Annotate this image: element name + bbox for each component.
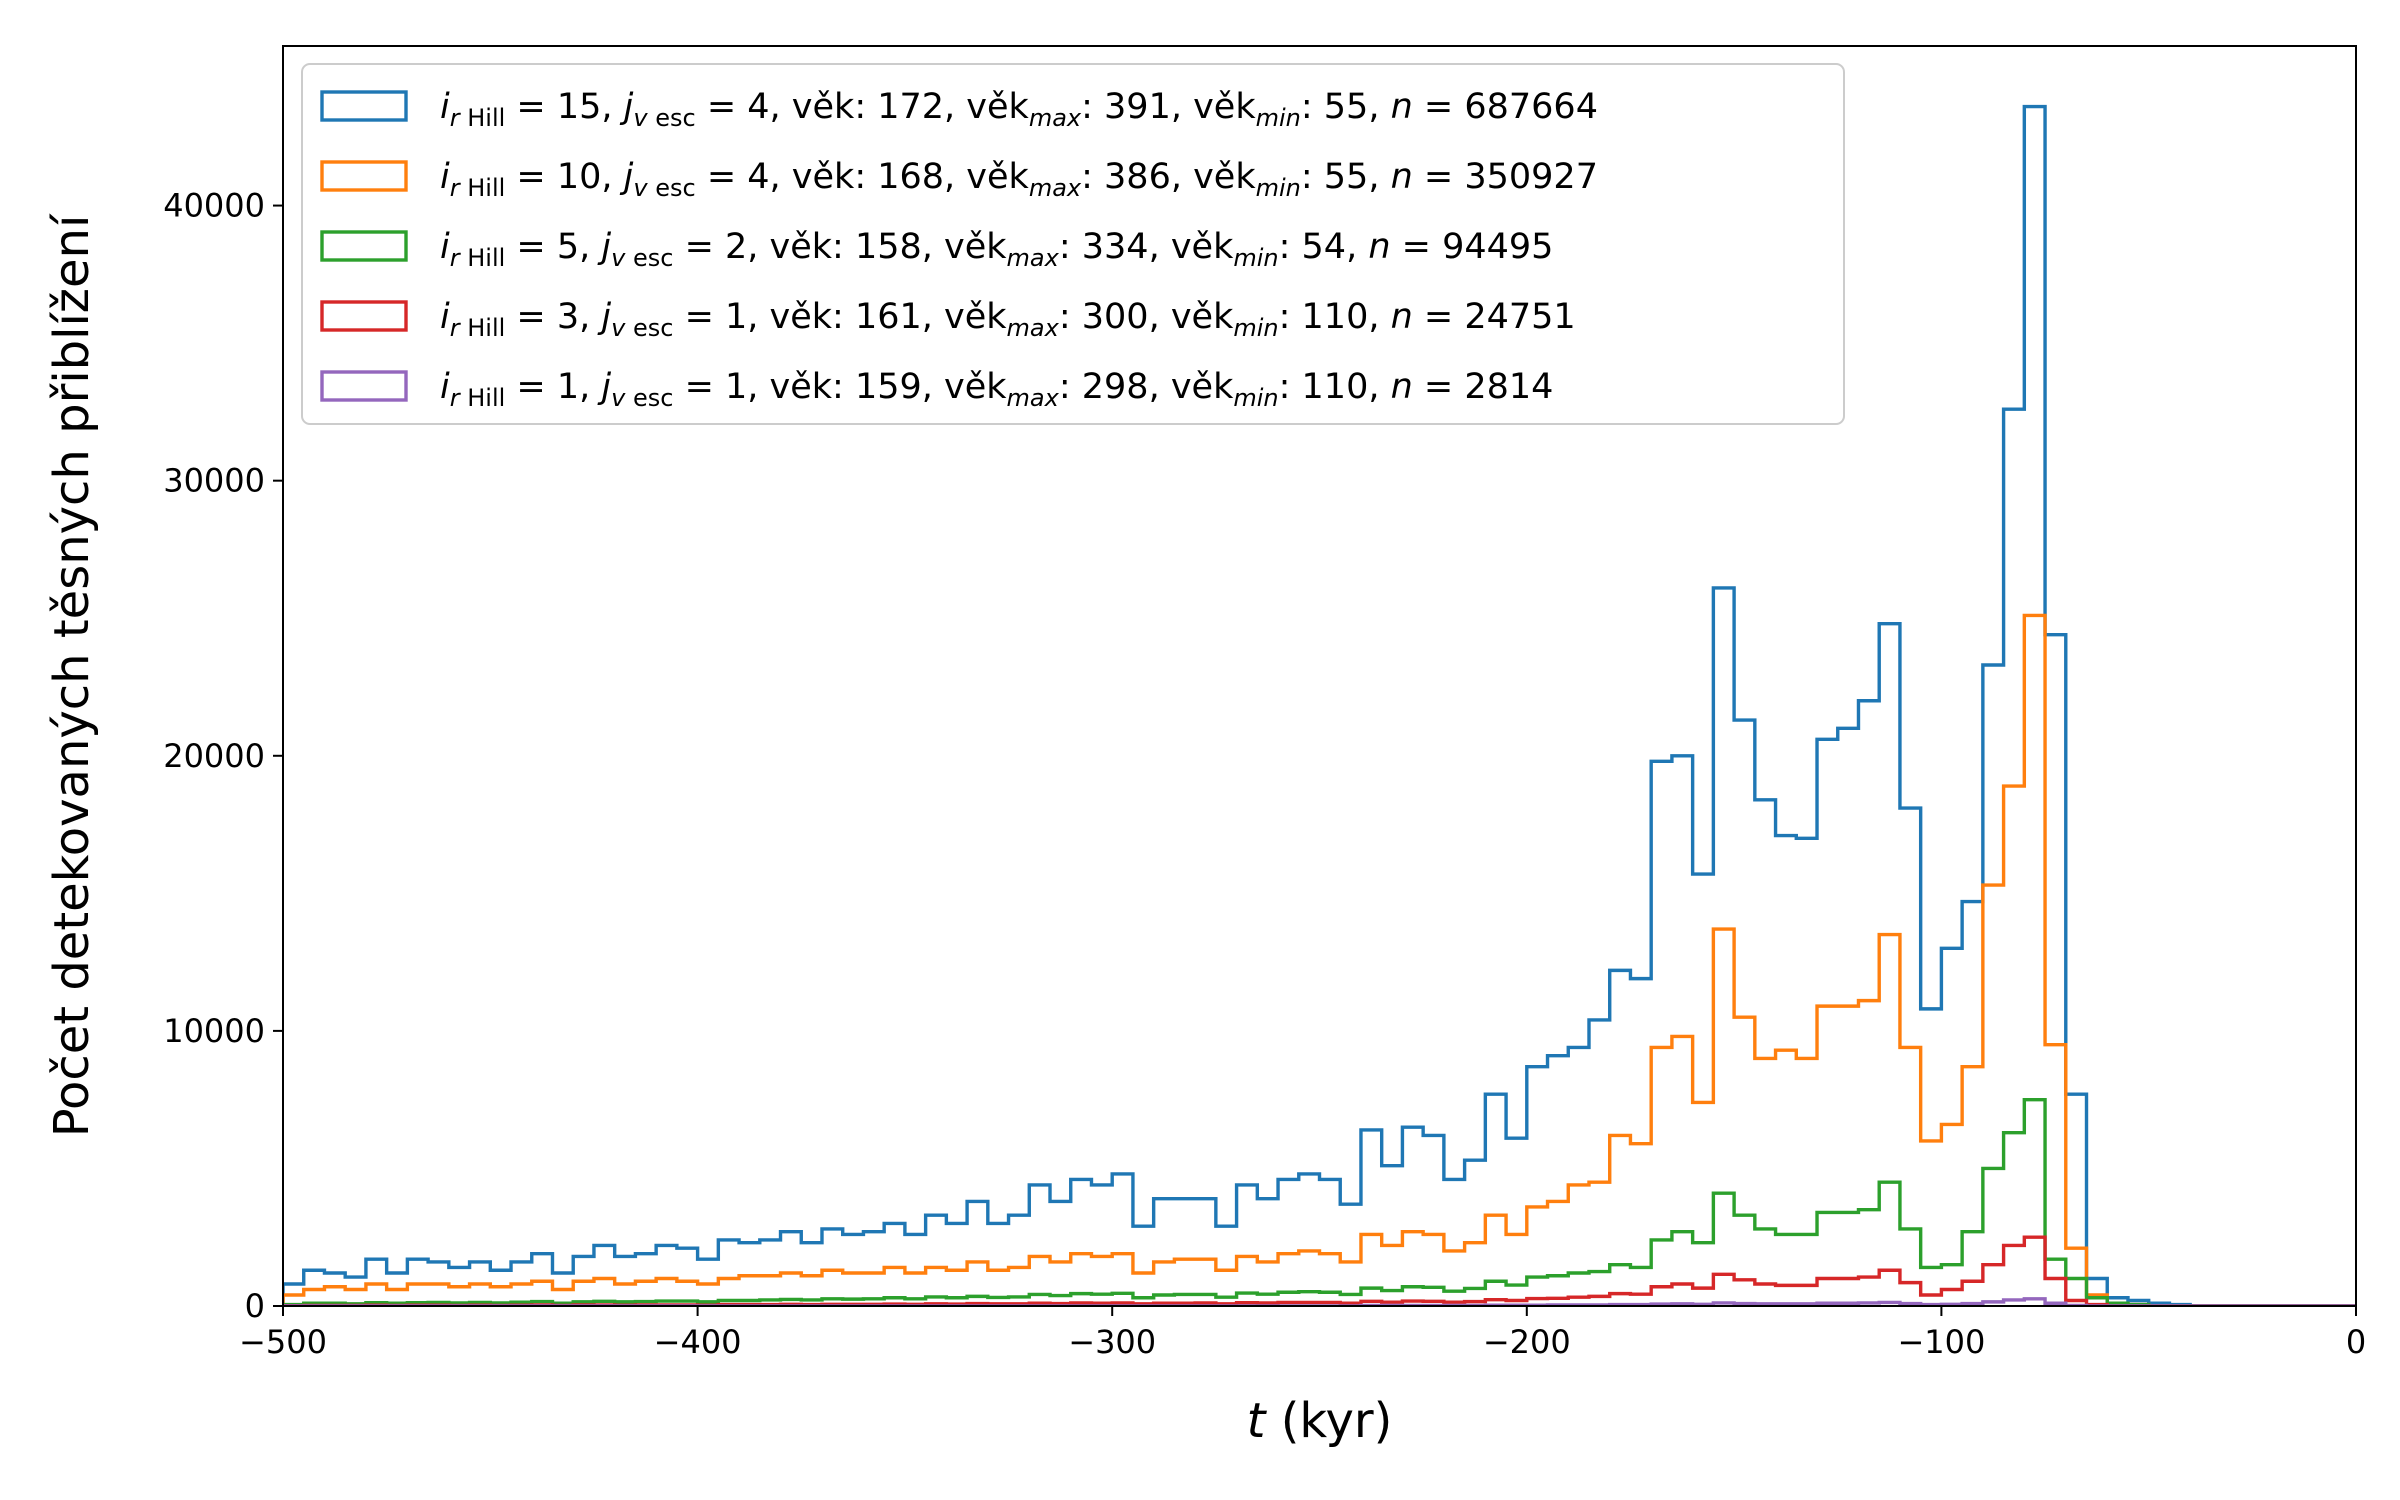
legend-swatch <box>320 370 408 402</box>
x-axis-var: t <box>1247 1393 1268 1449</box>
y-tick-label: 10000 <box>163 1012 265 1050</box>
legend-swatch <box>320 160 408 192</box>
x-tick-label: −500 <box>239 1323 327 1361</box>
x-tick-label: −400 <box>654 1323 742 1361</box>
legend: ir Hill = 15, jv esc = 4, věk: 172, věkm… <box>301 63 1845 425</box>
legend-entry: ir Hill = 1, jv esc = 1, věk: 159, věkma… <box>440 367 1553 412</box>
axis-ticks: −500 −400 −300 −200 −100 0 0 10000 20000 30000 400… <box>163 187 2366 1361</box>
legend-box <box>301 63 1845 425</box>
legend-swatch <box>320 300 408 332</box>
y-tick-label: 40000 <box>163 187 265 225</box>
plot-frame <box>282 45 2357 1307</box>
series-3-step-line <box>283 1097 2356 1306</box>
legend-swatch <box>320 90 408 122</box>
y-tick-label: 0 <box>245 1287 265 1325</box>
legend-swatch <box>320 230 408 262</box>
y-tick-label: 20000 <box>163 737 265 775</box>
x-tick-label: −100 <box>1897 1323 1985 1361</box>
x-axis-unit: (kyr) <box>1265 1393 1392 1449</box>
legend-entry: ir Hill = 10, jv esc = 4, věk: 168, věkm… <box>440 157 1598 202</box>
x-tick-label: −300 <box>1068 1323 1156 1361</box>
series-5-step-line <box>283 1297 2356 1306</box>
legend-entry: ir Hill = 3, jv esc = 1, věk: 161, věkma… <box>440 297 1576 342</box>
x-tick-label: −200 <box>1483 1323 1571 1361</box>
x-axis-title: t (kyr) <box>1247 1393 1393 1449</box>
y-tick-label: 30000 <box>163 462 265 500</box>
series-1-step-line <box>283 104 2356 1306</box>
y-axis-title: Počet detekovaných těsných přiblížení <box>44 213 100 1137</box>
legend-entry: ir Hill = 15, jv esc = 4, věk: 172, věkm… <box>440 87 1598 132</box>
x-tick-label: 0 <box>2346 1323 2366 1361</box>
legend-entry: ir Hill = 5, jv esc = 2, věk: 158, věkma… <box>440 227 1553 272</box>
series-2-step-line <box>283 613 2356 1306</box>
